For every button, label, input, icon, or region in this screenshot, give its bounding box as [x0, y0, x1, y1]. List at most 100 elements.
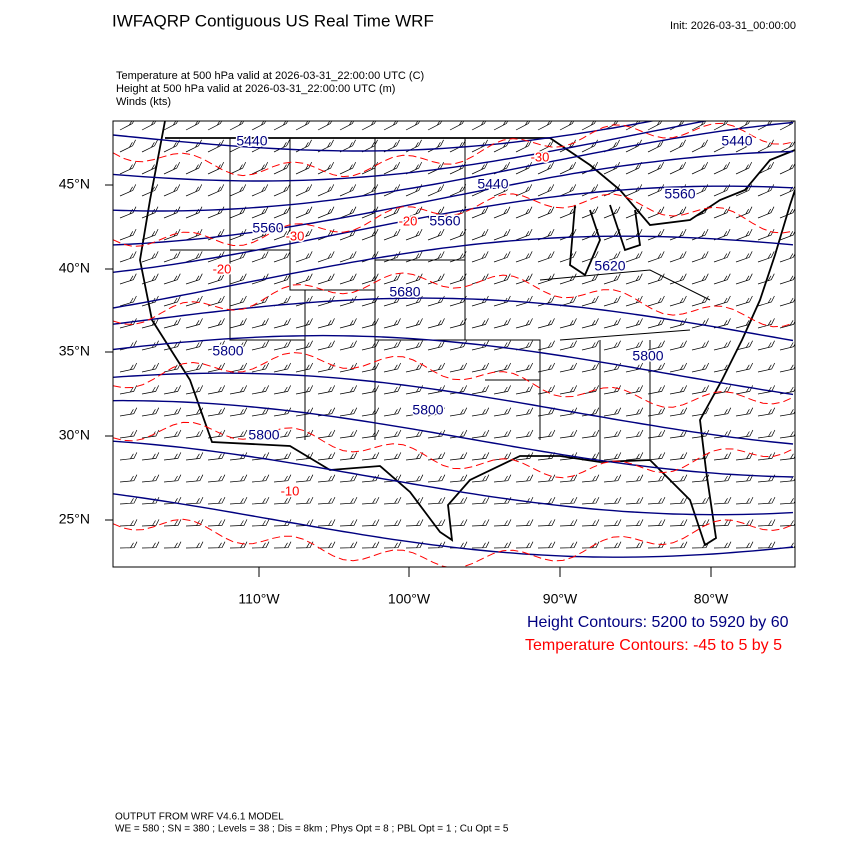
wind-barb [273, 541, 292, 549]
wind-barb [537, 251, 555, 263]
wind-barb [251, 407, 270, 417]
wind-barb [185, 318, 203, 329]
wind-barb [537, 519, 556, 527]
wind-barb [471, 251, 489, 263]
wind-barb [229, 452, 248, 461]
wind-barb [295, 496, 314, 505]
wind-barb [339, 429, 358, 439]
wind-barb [493, 474, 512, 483]
wind-barb [471, 452, 490, 461]
wind-barb [317, 295, 335, 307]
wind-barb [471, 474, 490, 483]
wind-barb [735, 206, 753, 219]
wind-barb [273, 340, 291, 351]
height-label: 5800 [248, 427, 279, 443]
wind-barb [515, 519, 534, 527]
wind-barb [581, 474, 600, 483]
footer-model: OUTPUT FROM WRF V4.6.1 MODEL [115, 812, 284, 823]
wind-barb [163, 452, 182, 461]
wind-barb [141, 139, 158, 153]
wind-barb [559, 541, 578, 549]
wind-barb [361, 385, 380, 395]
temperature-label: -20 [213, 261, 232, 276]
lat-label: 30°N [59, 427, 90, 443]
wind-barb [361, 429, 380, 439]
wind-barb [273, 161, 291, 175]
wind-barb [647, 407, 666, 417]
wind-barb [295, 228, 313, 241]
wind-barb [691, 161, 709, 175]
wind-barb [625, 474, 644, 483]
wind-barb [581, 496, 600, 505]
wind-barb [735, 161, 753, 175]
wind-barb [493, 362, 512, 373]
wind-barb [273, 362, 292, 373]
wind-barb [119, 184, 137, 197]
wind-barb [559, 251, 577, 263]
wind-barb [163, 295, 181, 307]
wind-barb [779, 320, 795, 329]
wind-barb [405, 519, 424, 527]
wind-barb [691, 496, 710, 505]
height-label: 5560 [429, 213, 460, 229]
wind-barb [735, 474, 754, 483]
wind-barb [207, 496, 226, 505]
wind-barb [295, 251, 313, 263]
wind-barb [339, 273, 357, 285]
wind-barb [207, 452, 226, 461]
state-lines [170, 138, 711, 460]
wind-barb [493, 206, 511, 219]
wind-barb [603, 251, 621, 263]
lat-label: 35°N [59, 343, 90, 359]
wind-barb [427, 273, 445, 285]
wind-barb [537, 474, 556, 483]
wind-barb [647, 121, 663, 131]
wind-barb [713, 519, 732, 527]
wind-barb [537, 385, 556, 395]
wind-barb [405, 228, 423, 241]
wind-barb [229, 385, 248, 395]
wind-barb [757, 139, 774, 153]
temperature-contour [113, 272, 794, 328]
wind-barb [647, 295, 665, 307]
wind-barb [691, 452, 710, 461]
wind-barb [317, 429, 336, 439]
wind-barb [537, 362, 556, 373]
wind-barb [449, 385, 468, 395]
wind-barb [141, 407, 160, 417]
wind-barb [185, 184, 203, 197]
wind-barb [141, 121, 157, 131]
wind-barb [779, 207, 795, 219]
wind-barb [251, 139, 268, 153]
wind-barb [537, 407, 556, 417]
wind-barb [581, 429, 600, 439]
wind-barb [537, 340, 555, 351]
wind-barb [581, 184, 599, 197]
wind-barb [449, 121, 465, 131]
wind-barb [779, 364, 795, 373]
wind-barb [361, 340, 379, 351]
wind-barb [339, 362, 358, 373]
wind-barb [119, 407, 138, 417]
wind-barb [779, 453, 795, 461]
wind-barb [141, 452, 160, 461]
wind-barb [647, 251, 665, 263]
wind-barb [427, 184, 445, 197]
wind-barb [273, 429, 292, 439]
wind-barb [317, 184, 335, 197]
wind-barb [449, 429, 468, 439]
wind-barb [185, 273, 203, 285]
wind-barb [515, 340, 533, 351]
wind-barb [537, 318, 555, 329]
wind-barb [559, 161, 577, 175]
wind-barb [537, 429, 556, 439]
wind-barb [603, 121, 619, 131]
wind-barb [625, 295, 643, 307]
wind-barb [757, 273, 775, 285]
temperature-contour [113, 351, 794, 408]
wind-barb [515, 429, 534, 439]
wind-barb [295, 452, 314, 461]
wind-barb [735, 541, 754, 549]
wind-barb [317, 496, 336, 505]
wind-barb [119, 474, 138, 483]
